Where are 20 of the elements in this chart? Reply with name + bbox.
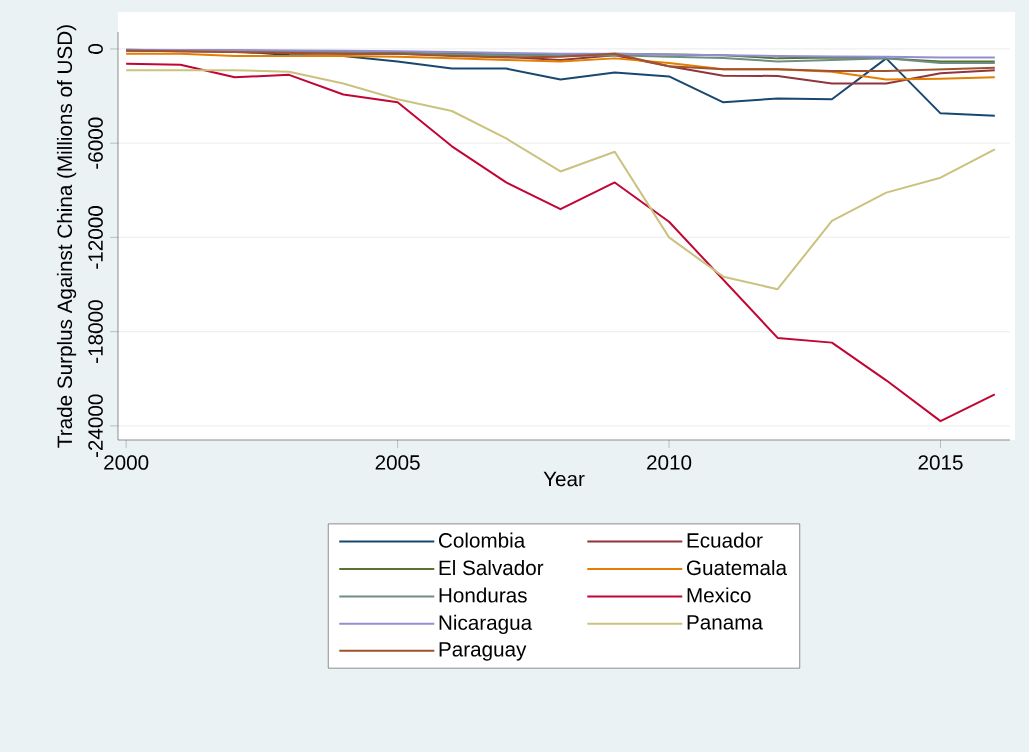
legend-label: Mexico	[687, 587, 751, 603]
legend-label: Honduras	[439, 587, 527, 603]
x-tick-label: 2000	[104, 455, 149, 470]
legend-label: Panama	[687, 615, 763, 630]
x-tick-label: 2005	[375, 455, 420, 470]
y-tick-label: -24000	[88, 394, 103, 458]
y-tick-label: 0	[88, 44, 103, 54]
legend-label: Ecuador	[687, 532, 763, 548]
x-tick-label: 2015	[918, 455, 963, 470]
x-axis-title: Year	[543, 471, 585, 487]
y-tick-label: -6000	[88, 117, 103, 169]
legend-label: Nicaragua	[439, 614, 533, 635]
legend-label: Paraguay	[439, 642, 527, 661]
y-tick-label: -12000	[88, 206, 103, 269]
y-tick-label: -18000	[88, 300, 103, 363]
legend-label: Guatemala	[687, 559, 788, 576]
legend-label: Colombia	[438, 532, 526, 548]
y-axis-title: Trade Surplus Against China (Millions of USD)	[56, 25, 77, 448]
legend-label: El Salvador	[439, 559, 544, 576]
x-tick-label: 2010	[647, 455, 692, 470]
